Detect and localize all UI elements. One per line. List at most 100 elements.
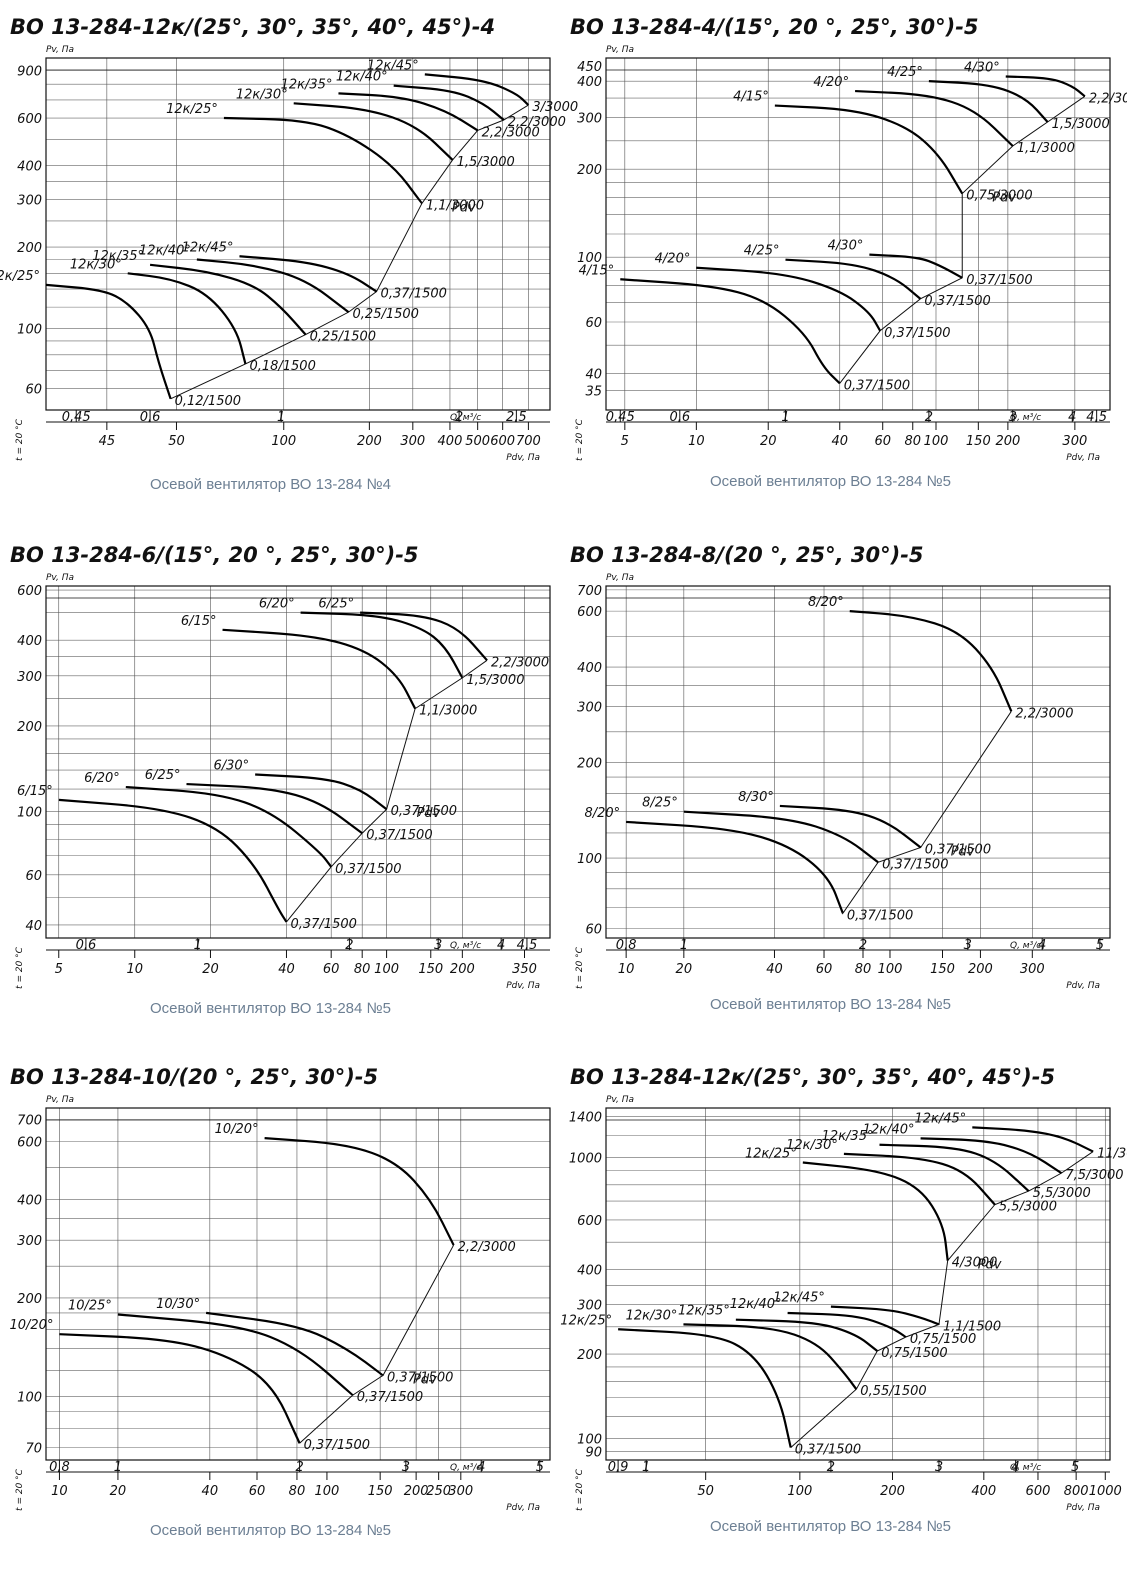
series-label: 6/25° [145, 768, 181, 783]
motor-label: 2,2/3000 [482, 125, 540, 140]
pdv-tick-label: 20 [760, 434, 777, 449]
pdv-tick-label: 200 [968, 962, 993, 977]
motor-label: 0,37/1500 [882, 857, 948, 872]
y-axis-label: Pv, Па [606, 573, 634, 583]
motor-label: 0,37/1500 [925, 842, 991, 857]
series-label: 12к/35° [678, 1304, 730, 1319]
pdv-tick-label: 200 [995, 434, 1020, 449]
q-tick-label: 2 [827, 1460, 835, 1475]
pdv-tick-label: 60 [874, 434, 891, 449]
motor-label: 0,37/1500 [844, 378, 910, 393]
q-tick-label: 3 [434, 938, 442, 953]
y-tick-label: 600 [577, 605, 602, 620]
motor-label: 5,5/3000 [999, 1200, 1057, 1215]
y-tick-label: 400 [17, 1193, 42, 1208]
pdv-tick-label: 300 [1062, 434, 1087, 449]
q-tick-label: 3 [1009, 410, 1017, 425]
series-curve [58, 798, 288, 923]
pdv-tick-label: 80 [904, 434, 921, 449]
chart-title: ВО 13-284-4/(15°, 20 °, 25°, 30°)-5 [570, 15, 979, 39]
series-curve [802, 1161, 949, 1261]
y-tick-label: 100 [577, 852, 602, 867]
plot-frame [45, 1107, 551, 1461]
pdv-tick-label: 5 [621, 434, 629, 449]
pdv-tick-label: 20 [676, 962, 693, 977]
series-curve [785, 258, 922, 300]
chart-title: ВО 13-284-6/(15°, 20 °, 25°, 30°)-5 [10, 543, 419, 567]
chart-svg: ВО 13-284-12к/(25°, 30°, 35°, 40°, 45°)-… [560, 1065, 1127, 1513]
y-tick-label: 90 [585, 1446, 602, 1461]
q-tick-label: 2 [345, 938, 353, 953]
motor-label: 0,37/1500 [387, 1370, 453, 1385]
series-label: 12к/40° [730, 1297, 782, 1312]
series-curve [855, 89, 1014, 147]
y-tick-label: 200 [577, 163, 602, 178]
series-label: 4/30° [828, 239, 864, 254]
y-tick-label: 40 [585, 367, 602, 382]
series-curve [196, 258, 350, 314]
chart-svg: ВО 13-284-6/(15°, 20 °, 25°, 30°)-5 Pv, П… [10, 543, 551, 991]
chart-caption: Осевой вентилятор ВО 13-284 №5 [710, 996, 951, 1013]
motor-label: 3/3000 [532, 100, 578, 115]
series-label: 12к/40° [863, 1122, 915, 1137]
chart-panel-2: ВО 13-284-4/(15°, 20 °, 25°, 30°)-5 Pv, П… [570, 8, 1127, 526]
series-curve [223, 116, 423, 205]
q-tick-label: 4,5 [1086, 410, 1107, 425]
temperature-label: t = 20 °C [15, 1468, 25, 1511]
chart-panel-5: ВО 13-284-10/(20 °, 25°, 30°)-5 Pv, Па 70 1… [9, 1058, 570, 1576]
pdv-tick-label: 350 [512, 962, 537, 977]
motor-label: 0,37/1500 [924, 294, 990, 309]
motor-label: 0,37/1500 [966, 273, 1032, 288]
y-tick-label: 400 [577, 75, 602, 90]
y-axis-label: Pv, Па [606, 1095, 634, 1105]
q-axis-label: Q, м³/с [450, 941, 481, 951]
pdv-tick-label: 80 [855, 962, 872, 977]
pdv-axis-label: Pdv, Па [506, 1503, 540, 1513]
q-tick-label: 0,6 [76, 938, 97, 953]
pdv-diagonal-line [170, 104, 529, 400]
q-tick-label: 0,45 [606, 410, 635, 425]
series-label: 4/20° [813, 75, 849, 90]
q-axis-label: Q, м³/с [450, 413, 481, 423]
q-tick-label: 4 [477, 1460, 485, 1475]
pdv-tick-label: 100 [924, 434, 949, 449]
series-curve [774, 104, 964, 195]
y-tick-label: 450 [577, 60, 602, 75]
series-curve [255, 773, 388, 811]
pdv-line-label: Pdv [992, 191, 1016, 206]
series-label: 12к/45° [367, 58, 419, 73]
series-label: 8/30° [738, 790, 774, 805]
pdv-tick-label: 50 [697, 1484, 714, 1499]
motor-label: 0,37/1500 [357, 1390, 423, 1405]
chart-title: ВО 13-284-12к/(25°, 30°, 35°, 40°, 45°)-… [10, 15, 495, 39]
series-label: 12к/25° [560, 1313, 612, 1328]
pdv-axis-label: Pdv, Па [506, 453, 540, 463]
pdv-tick-label: 40 [766, 962, 783, 977]
y-tick-label: 1000 [569, 1152, 602, 1167]
series-curve [830, 1305, 940, 1326]
series-label: 6/15° [17, 784, 53, 799]
pdv-tick-label: 500 [465, 434, 490, 449]
chart-caption: Осевой вентилятор ВО 13-284 №5 [150, 1000, 391, 1017]
pdv-tick-label: 300 [1020, 962, 1045, 977]
temperature-label: t = 20 °C [15, 418, 25, 461]
series-label: 6/15° [181, 614, 217, 629]
motor-label: 5,5/3000 [1033, 1186, 1091, 1201]
pdv-tick-label: 20 [110, 1484, 127, 1499]
q-tick-label: 4,5 [517, 938, 538, 953]
q-tick-label: 5 [536, 1460, 544, 1475]
y-tick-label: 600 [17, 1136, 42, 1151]
q-tick-label: 4 [497, 938, 505, 953]
pdv-tick-label: 200 [404, 1484, 429, 1499]
chart-panel-3: ВО 13-284-6/(15°, 20 °, 25°, 30°)-5 Pv, П… [10, 536, 570, 1054]
motor-label: 0,75/3000 [966, 189, 1032, 204]
chart-caption: Осевой вентилятор ВО 13-284 №5 [710, 473, 951, 490]
series-label: 12к/30° [786, 1138, 838, 1153]
motor-label: 0,37/1500 [366, 828, 432, 843]
q-tick-label: 0,6 [140, 410, 161, 425]
motor-label: 0,37/1500 [391, 804, 457, 819]
q-tick-label: 1 [642, 1460, 650, 1475]
series-label: 4/25° [887, 65, 923, 80]
q-tick-label: 4 [1011, 1460, 1019, 1475]
series-curve [59, 1333, 301, 1444]
